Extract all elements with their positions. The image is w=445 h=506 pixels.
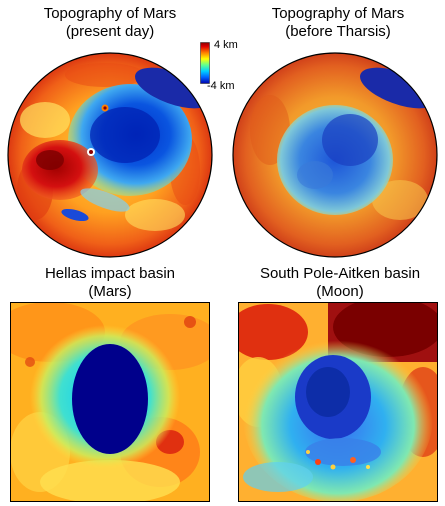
title-hellas-line2: (Mars): [88, 283, 132, 300]
mars-before-tharsis-topography-map: [232, 52, 438, 258]
title-spa-line2: (Moon): [316, 283, 364, 300]
title-mars-present: Topography of Mars (present day): [20, 5, 200, 41]
title-mars-before: Topography of Mars (before Tharsis): [248, 5, 428, 41]
title-hellas-line1: Hellas impact basin: [44, 265, 176, 282]
colorbar-max-label: 4 km: [214, 39, 238, 51]
title-hellas: Hellas impact basin (Mars): [20, 265, 200, 301]
hellas-basin-topography-map: [10, 302, 210, 502]
title-mars-before-line1: Topography of Mars: [271, 5, 405, 22]
mars-present-topography-map: [7, 52, 213, 258]
title-spa-line1: South Pole-Aitken basin: [259, 265, 421, 282]
elevation-colorbar: [200, 42, 210, 84]
title-spa: South Pole-Aitken basin (Moon): [240, 265, 440, 301]
title-mars-present-line1: Topography of Mars: [43, 5, 177, 22]
south-pole-aitken-topography-map: [238, 302, 438, 502]
colorbar-min-label: -4 km: [207, 80, 235, 92]
title-mars-present-line2: (present day): [65, 23, 155, 40]
title-mars-before-line2: (before Tharsis): [285, 23, 391, 40]
